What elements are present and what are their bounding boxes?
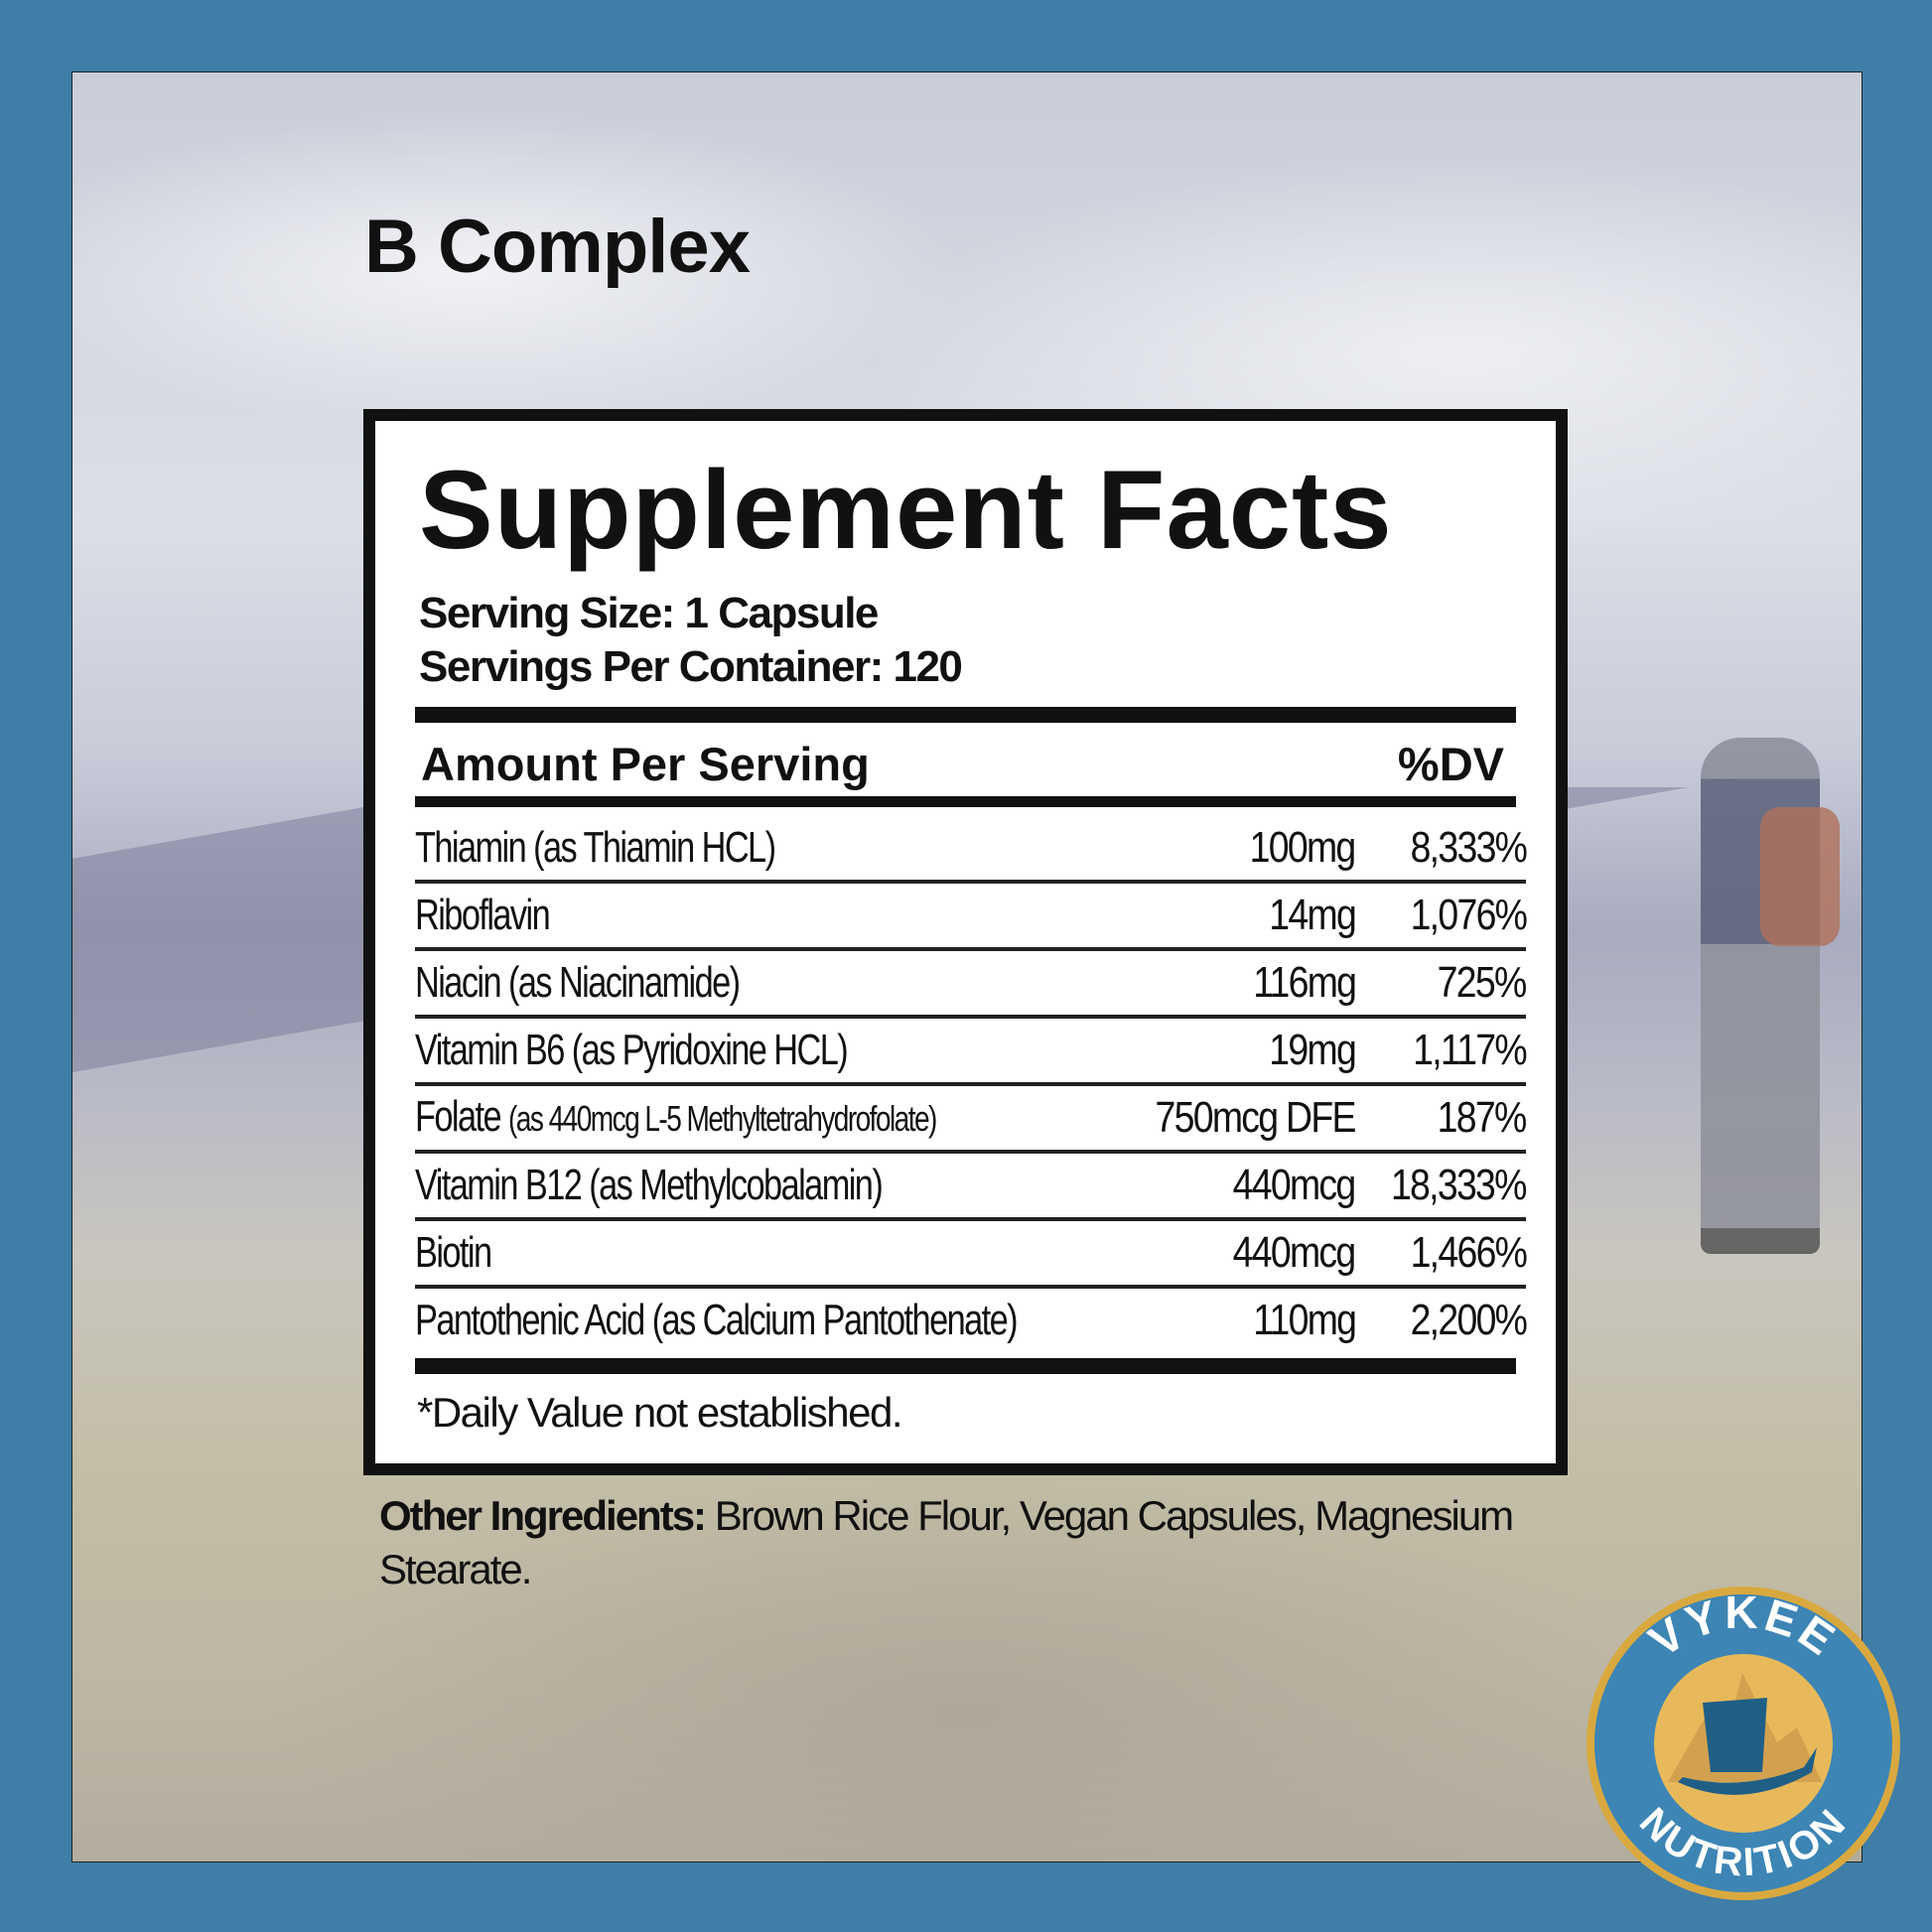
vykee-nutrition-logo: VYKEE NUTRITION <box>1587 1587 1900 1900</box>
nutrient-name: Folate (as 440mcg L-5 Methyltetrahydrofo… <box>415 1092 1117 1144</box>
nutrient-name-text: Biotin <box>415 1228 492 1278</box>
nutrient-name-text: Thiamin (as Thiamin HCL) <box>415 823 776 873</box>
nutrient-row: Thiamin (as Thiamin HCL) 100mg 8,333% <box>415 816 1528 884</box>
nutrient-dv-text: 18,333% <box>1391 1161 1527 1209</box>
nutrient-label: Thiamin (as Thiamin HCL) <box>415 823 776 872</box>
nutrient-amount: 110mg <box>1117 1296 1357 1345</box>
nutrient-dv-text: 725% <box>1438 958 1528 1007</box>
nutrient-name: Riboflavin <box>415 891 1117 940</box>
divider-thick <box>415 707 1516 723</box>
other-ingredients-label: Other Ingredients: <box>379 1492 707 1539</box>
nutrient-name: Vitamin B6 (as Pyridoxine HCL) <box>415 1026 1117 1075</box>
nutrient-dv: 1,117% <box>1355 1026 1528 1075</box>
nutrient-row: Vitamin B12 (as Methylcobalamin) 440mcg 18… <box>415 1154 1528 1221</box>
nutrient-amount: 14mg <box>1117 891 1356 940</box>
nutrient-row: Niacin (as Niacinamide) 116mg 725% <box>415 951 1528 1019</box>
nutrient-name-text: Vitamin B12 (as Methylcobalamin) <box>415 1161 884 1210</box>
nutrient-row: Riboflavin 14mg 1,076% <box>415 884 1528 951</box>
nutrient-dv-text: 1,076% <box>1410 891 1527 939</box>
dv-header: %DV <box>1397 738 1504 790</box>
nutrient-name-text: Riboflavin <box>415 891 551 940</box>
divider-header <box>415 796 1516 807</box>
product-title: B Complex <box>364 205 751 289</box>
nutrient-label: Biotin <box>415 1228 492 1277</box>
nutrient-label: Riboflavin <box>415 891 551 939</box>
nutrient-name: Pantothenic Acid (as Calcium Pantothenat… <box>415 1296 1117 1345</box>
nutrient-amount-text: 440mcg <box>1233 1228 1357 1277</box>
nutrient-amount-text: 440mcg <box>1233 1161 1357 1209</box>
servings-per-container: Servings Per Container: 120 <box>419 642 963 691</box>
nutrient-name: Biotin <box>415 1228 1117 1278</box>
nutrient-dv: 1,076% <box>1355 891 1527 940</box>
nutrient-amount-text: 19mg <box>1269 1026 1356 1074</box>
nutrient-name-text: Folate (as 440mcg L-5 Methyltetrahydrofo… <box>415 1092 937 1144</box>
nutrient-dv: 18,333% <box>1355 1161 1527 1210</box>
nutrient-label: Folate <box>415 1092 502 1141</box>
other-ingredients: Other Ingredients: Brown Rice Flour, Veg… <box>379 1489 1571 1596</box>
nutrient-dv: 1,466% <box>1355 1228 1527 1278</box>
nutrient-amount-text: 116mg <box>1252 958 1357 1007</box>
nutrient-name-text: Pantothenic Acid (as Calcium Pantothenat… <box>415 1296 1019 1345</box>
nutrient-name: Thiamin (as Thiamin HCL) <box>415 823 1117 873</box>
nutrient-amount: 750mcg DFE <box>1117 1093 1357 1143</box>
nutrient-row: Folate (as 440mcg L-5 Methyltetrahydrofo… <box>415 1086 1528 1154</box>
nutrient-row: Biotin 440mcg 1,466% <box>415 1221 1528 1289</box>
backpack <box>1760 807 1840 946</box>
footnote: *Daily Value not established. <box>417 1389 903 1436</box>
nutrient-label: Niacin (as Niacinamide) <box>415 958 741 1007</box>
nutrient-amount: 100mg <box>1117 823 1357 873</box>
divider-bottom <box>415 1358 1516 1374</box>
nutrient-amount-text: 14mg <box>1269 891 1356 939</box>
nutrient-amount-text: 750mcg DFE <box>1155 1093 1357 1142</box>
nutrient-label: Pantothenic Acid (as Calcium Pantothenat… <box>415 1296 1019 1344</box>
nutrient-dv-text: 2,200% <box>1410 1296 1527 1344</box>
nutrient-name: Niacin (as Niacinamide) <box>415 958 1117 1008</box>
nutrient-label: Vitamin B6 (as Pyridoxine HCL) <box>415 1026 849 1074</box>
nutrient-amount: 440mcg <box>1117 1228 1357 1278</box>
other-ingredients-text: Brown Rice Flour, Vegan Capsules, Magnes… <box>379 1492 1514 1592</box>
nutrient-row: Vitamin B6 (as Pyridoxine HCL) 19mg 1,117% <box>415 1019 1528 1086</box>
nutrient-dv-text: 187% <box>1438 1093 1528 1142</box>
nutrient-amount-text: 110mg <box>1252 1296 1357 1344</box>
nutrient-name: Vitamin B12 (as Methylcobalamin) <box>415 1161 1117 1210</box>
nutrient-label: Vitamin B12 (as Methylcobalamin) <box>415 1161 884 1209</box>
amount-header: Amount Per Serving <box>421 738 870 790</box>
nutrient-amount: 116mg <box>1117 958 1357 1008</box>
nutrient-dv: 725% <box>1355 958 1528 1008</box>
nutrient-dv-text: 1,117% <box>1413 1026 1528 1074</box>
supplement-facts-panel: Supplement Facts Serving Size: 1 Capsule… <box>363 409 1568 1475</box>
nutrient-name-text: Vitamin B6 (as Pyridoxine HCL) <box>415 1026 849 1075</box>
nutrient-dv: 8,333% <box>1355 823 1527 873</box>
nutrient-amount: 440mcg <box>1117 1161 1357 1210</box>
serving-size: Serving Size: 1 Capsule <box>419 589 879 637</box>
facts-heading: Supplement Facts <box>419 448 1393 572</box>
nutrient-amount: 19mg <box>1117 1026 1356 1075</box>
nutrient-list: Thiamin (as Thiamin HCL) 100mg 8,333% Ribof… <box>415 816 1528 1352</box>
nutrient-dv-text: 1,466% <box>1410 1228 1527 1277</box>
nutrient-name-text: Niacin (as Niacinamide) <box>415 958 741 1008</box>
nutrient-dv-text: 8,333% <box>1410 823 1527 872</box>
nutrient-dv: 2,200% <box>1355 1296 1527 1345</box>
nutrient-row: Pantothenic Acid (as Calcium Pantothenat… <box>415 1289 1528 1352</box>
nutrient-dv: 187% <box>1355 1093 1528 1143</box>
nutrient-note: (as 440mcg L-5 Methyltetrahydrofolate) <box>508 1098 937 1139</box>
nutrient-amount-text: 100mg <box>1250 823 1357 872</box>
